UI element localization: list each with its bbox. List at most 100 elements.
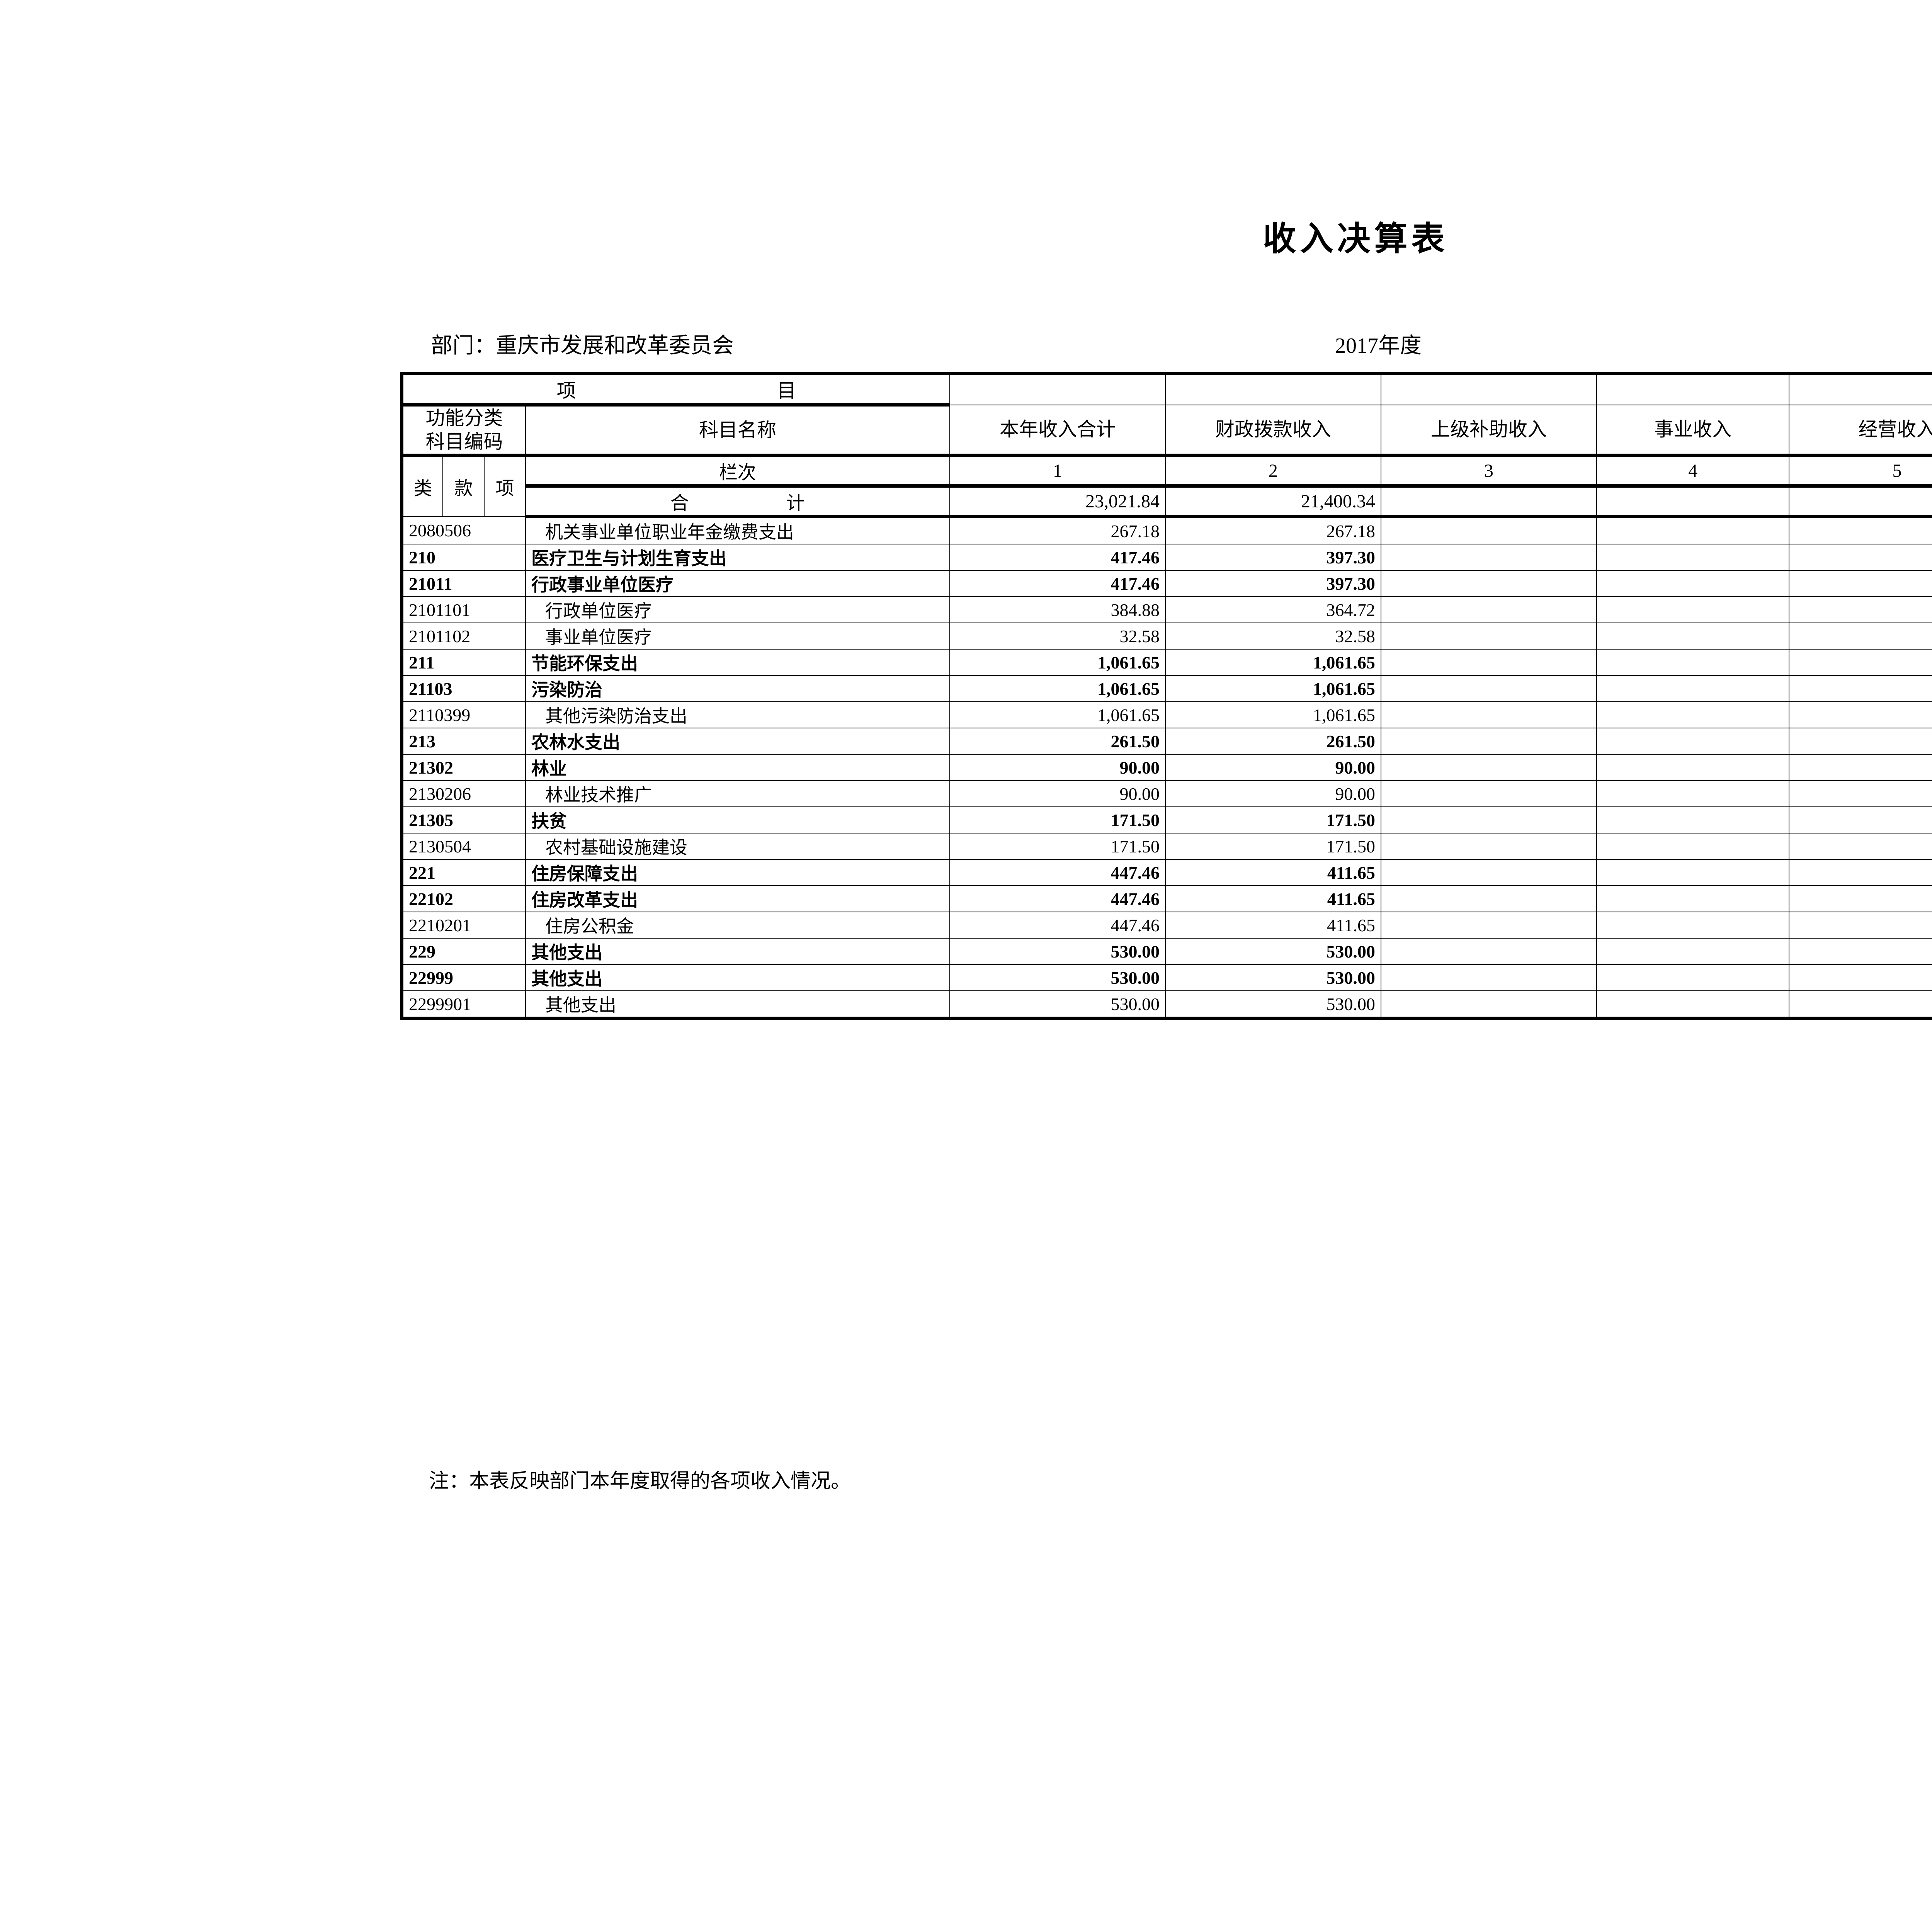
lanci-number-1: 1	[949, 455, 1166, 488]
cell-value-col-5	[1789, 754, 1932, 781]
table-row: 211 节能环保支出 1,061.65 1,061.65	[400, 649, 1932, 676]
cell-subject-name: 机关事业单位职业年金缴费支出	[525, 516, 951, 544]
cell-value-col-1: 447.46	[949, 912, 1166, 939]
cell-value-col-4	[1596, 596, 1790, 623]
cell-value-col-1: 1,061.65	[949, 701, 1166, 728]
cell-subject-name: 事业单位医疗	[525, 623, 951, 650]
cell-value-col-5	[1789, 596, 1932, 623]
cell-function-code: 21305	[400, 806, 526, 833]
cell-value-col-5	[1789, 675, 1932, 702]
table-row: 229 其他支出 530.00 530.00	[400, 938, 1932, 965]
table-row: 213 农林水支出 261.50 261.50	[400, 728, 1932, 755]
header-project-group: 项 目	[400, 372, 951, 407]
cell-value-col-2: 364.72	[1165, 596, 1381, 623]
cell-value-col-4	[1596, 544, 1790, 571]
cell-subject-name: 林业	[525, 754, 951, 781]
cell-function-code: 213	[400, 728, 526, 755]
cell-subject-name: 住房保障支出	[525, 859, 951, 886]
cell-value-col-4	[1596, 570, 1790, 597]
cell-function-code: 22102	[400, 885, 526, 912]
cell-subject-name: 行政单位医疗	[525, 596, 951, 623]
cell-value-col-5	[1789, 990, 1932, 1020]
cell-value-col-5	[1789, 912, 1932, 939]
cell-value-col-2: 397.30	[1165, 570, 1381, 597]
cell-value-col-4	[1596, 728, 1790, 755]
table-row: 22999 其他支出 530.00 530.00	[400, 964, 1932, 991]
cell-function-code: 2299901	[400, 990, 526, 1020]
cell-value-col-4	[1596, 754, 1790, 781]
cell-function-code: 21011	[400, 570, 526, 597]
cell-value-col-3	[1380, 544, 1597, 571]
cell-subject-name: 住房改革支出	[525, 885, 951, 912]
cell-function-code: 2080506	[400, 516, 526, 544]
cell-subject-name: 其他支出	[525, 964, 951, 991]
table-row: 2130504 农村基础设施建设 171.50 171.50	[400, 833, 1932, 860]
cell-value-col-3	[1380, 912, 1597, 939]
cell-value-col-3	[1380, 964, 1597, 991]
cell-value-col-2: 530.00	[1165, 938, 1381, 965]
cell-function-code: 21302	[400, 754, 526, 781]
table-footnote: 注：本表反映部门本年度取得的各项收入情况。	[429, 1470, 851, 1492]
cell-value-col-4	[1596, 623, 1790, 650]
cell-subject-name: 扶贫	[525, 806, 951, 833]
cell-subject-name: 农林水支出	[525, 728, 951, 755]
cell-value-col-5	[1789, 780, 1932, 807]
fiscal-year-label: 2017年度	[1335, 334, 1422, 358]
header-col-1: 本年收入合计	[949, 404, 1166, 457]
lanci-number-2: 2	[1165, 455, 1381, 488]
cell-value-col-5	[1789, 516, 1932, 544]
total-value-2: 21,400.34	[1165, 485, 1381, 518]
cell-value-col-2: 397.30	[1165, 544, 1381, 571]
cell-value-col-2: 90.00	[1165, 780, 1381, 807]
header-col-5: 经营收入	[1789, 404, 1932, 457]
header-function-code: 功能分类 科目编码	[400, 404, 526, 457]
cell-value-col-2: 90.00	[1165, 754, 1381, 781]
cell-value-col-3	[1380, 990, 1597, 1020]
lanci-number-5: 5	[1789, 455, 1932, 488]
header-col-2: 财政拨款收入	[1165, 404, 1381, 457]
cell-value-col-3	[1380, 806, 1597, 833]
cell-subject-name: 住房公积金	[525, 912, 951, 939]
header-xiang: 项	[484, 455, 526, 517]
cell-value-col-3	[1380, 516, 1597, 544]
cell-value-col-4	[1596, 964, 1790, 991]
header-lanci-row: 类 款 项 栏次 1 2 3 4 5 6 7	[400, 455, 1932, 517]
cell-value-col-4	[1596, 990, 1790, 1020]
header-col-4: 事业收入	[1596, 404, 1790, 457]
cell-subject-name: 节能环保支出	[525, 649, 951, 676]
table-row: 21305 扶贫 171.50 171.50	[400, 806, 1932, 833]
cell-value-col-1: 417.46	[949, 570, 1166, 597]
cell-value-col-4	[1596, 938, 1790, 965]
header-spacer-2	[1165, 372, 1381, 405]
cell-value-col-1: 90.00	[949, 754, 1166, 781]
cell-value-col-1: 90.00	[949, 780, 1166, 807]
cell-subject-name: 其他支出	[525, 990, 951, 1020]
cell-value-col-1: 384.88	[949, 596, 1166, 623]
cell-value-col-1: 417.46	[949, 544, 1166, 571]
cell-value-col-1: 530.00	[949, 964, 1166, 991]
cell-value-col-4	[1596, 885, 1790, 912]
cell-subject-name: 污染防治	[525, 675, 951, 702]
cell-subject-name: 行政事业单位医疗	[525, 570, 951, 597]
cell-value-col-5	[1789, 570, 1932, 597]
cell-value-col-3	[1380, 938, 1597, 965]
cell-value-col-1: 32.58	[949, 623, 1166, 650]
cell-function-code: 21103	[400, 675, 526, 702]
cell-value-col-3	[1380, 701, 1597, 728]
header-spacer-5	[1789, 372, 1932, 405]
cell-value-col-3	[1380, 754, 1597, 781]
cell-value-col-2: 411.65	[1165, 912, 1381, 939]
table-row: 2299901 其他支出 530.00 530.00	[400, 990, 1932, 1020]
cell-value-col-2: 1,061.65	[1165, 675, 1381, 702]
header-spacer-1	[949, 372, 1166, 405]
cell-function-code: 2210201	[400, 912, 526, 939]
total-value-4	[1596, 485, 1790, 518]
total-row: 合 计 23,021.84 21,400.34 417.17 1,204.33	[402, 485, 1932, 518]
lanci-number-4: 4	[1596, 455, 1790, 488]
cell-value-col-5	[1789, 544, 1932, 571]
header-kuan: 款	[442, 455, 485, 517]
cell-value-col-2: 530.00	[1165, 964, 1381, 991]
